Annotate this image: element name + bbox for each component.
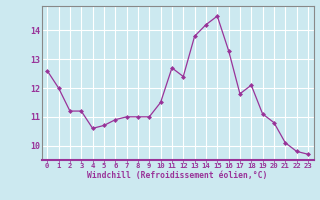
X-axis label: Windchill (Refroidissement éolien,°C): Windchill (Refroidissement éolien,°C) <box>87 171 268 180</box>
